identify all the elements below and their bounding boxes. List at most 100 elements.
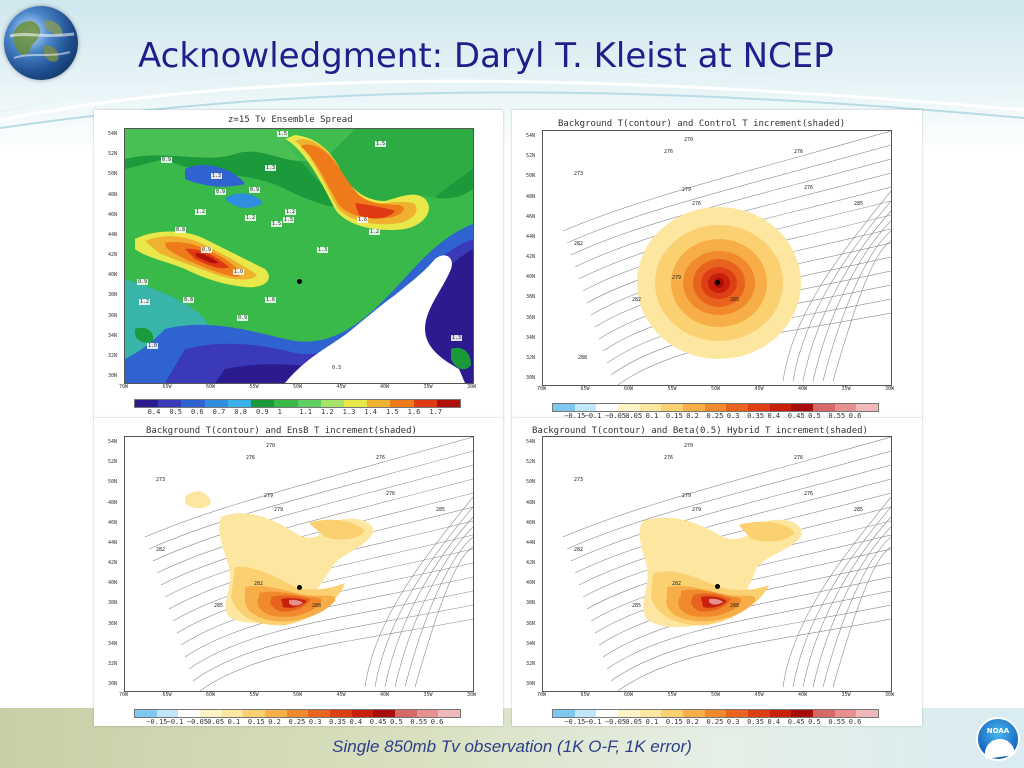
contour-line: [566, 450, 891, 550]
colorbar-swatch: [596, 710, 619, 717]
contour-label: 0.8: [183, 297, 195, 303]
colorbar-tick-label: 0.25: [706, 718, 724, 726]
contour-line: [610, 604, 891, 682]
colorbar-tick-label: 0.7: [212, 408, 226, 416]
colorbar-swatch: [413, 400, 437, 407]
contour-line: [188, 590, 473, 670]
latitude-label: 30N: [526, 375, 536, 381]
latitude-label: 36N: [526, 620, 536, 627]
contour-label: 282: [156, 547, 166, 553]
colorbar-swatch: [135, 710, 157, 717]
colorbar-swatch: [683, 404, 705, 411]
contour-label: 0.9: [249, 187, 261, 193]
increment-colorbar: [552, 709, 879, 718]
contour-label: 1.2: [195, 209, 207, 215]
map-title: Background T(contour) and Beta(0.5) Hybr…: [532, 426, 868, 436]
latitude-label: 48N: [108, 191, 118, 198]
longitude-label: 50W: [293, 692, 303, 698]
slide-caption: Single 850mb Tv observation (1K O-F, 1K …: [332, 737, 692, 756]
colorbar-tick-label: −0.05: [604, 412, 627, 420]
colorbar-tick-label: 0.8: [234, 408, 247, 416]
latitude-label: 54N: [108, 131, 118, 137]
longitude-label: 30W: [467, 384, 477, 390]
colorbar-swatch: [856, 710, 879, 717]
colorbar-swatch: [330, 710, 352, 717]
longitude-label: 45W: [754, 386, 764, 392]
colorbar-tick-label: 1.4: [364, 408, 377, 416]
contour-line: [566, 144, 891, 244]
contour-line: [394, 526, 473, 688]
longitude-label: 30W: [467, 692, 477, 698]
contour-label: 288: [578, 355, 588, 361]
colorbar-swatch: [343, 400, 368, 407]
colorbar-swatch: [373, 710, 396, 717]
contour-line: [792, 506, 891, 688]
contour-label: 1.6: [357, 217, 369, 223]
colorbar-tick-label: −0.1: [166, 718, 184, 726]
contour-label: 276: [794, 455, 804, 461]
colorbar-tick-label: 0.25: [288, 718, 306, 726]
contour-label: 282: [672, 581, 682, 587]
colorbar-swatch: [135, 400, 159, 407]
colorbar-tick-label: 0.5: [808, 718, 821, 726]
colorbar-swatch: [297, 400, 321, 407]
longitude-label: 40W: [380, 692, 390, 698]
colorbar-tick-label: 0.4: [767, 412, 781, 420]
latitude-label: 42N: [526, 560, 536, 566]
contour-label: 273: [574, 171, 584, 177]
latitude-label: 52N: [108, 459, 118, 466]
longitude-label: 40W: [798, 692, 808, 698]
increment-colorbar: [552, 403, 879, 412]
colorbar-tick-label: −0.15: [146, 718, 168, 726]
colorbar-swatch: [395, 710, 417, 717]
colorbar-tick-label: −0.15: [564, 412, 586, 420]
contour-line: [617, 618, 891, 691]
longitude-label: 45W: [754, 692, 764, 698]
latitude-label: 46N: [526, 519, 536, 526]
latitude-label: 42N: [108, 560, 118, 566]
longitude-label: 50W: [711, 386, 721, 392]
colorbar-tick-label: 0.55: [828, 412, 846, 420]
control-increment-field: [562, 131, 891, 385]
colorbar-tick-label: 0.3: [308, 718, 322, 726]
map-ensemble-spread: 1.5 1.5 0.9 1.3 1.3 0.9 0.9 1.2 1.2 1.2 1.6 1.5 1.5 1…: [124, 128, 474, 384]
latitude-label: 48N: [526, 499, 536, 506]
contour-label: 1.3: [211, 173, 223, 179]
colorbar-swatch: [243, 710, 266, 717]
latitude-label: 52N: [108, 151, 118, 158]
latitude-label: 46N: [108, 519, 118, 526]
colorbar-swatch: [769, 404, 792, 411]
colorbar-tick-label: 0.6: [848, 412, 862, 420]
colorbar-tick-label: 0.05: [625, 718, 643, 726]
colorbar-swatch: [181, 400, 205, 407]
colorbar-swatch: [574, 710, 597, 717]
observation-point: [715, 584, 720, 589]
contour-label: 276: [692, 201, 702, 207]
contour-label: 0.9: [215, 189, 227, 195]
colorbar-swatch: [553, 710, 575, 717]
contour-line: [364, 496, 473, 688]
colorbar-tick-label: 0.15: [247, 718, 265, 726]
contour-line: [148, 450, 473, 550]
colorbar-tick-label: 0.4: [349, 718, 363, 726]
latitude-label: 40N: [526, 580, 536, 587]
colorbar-tick-label: 0.35: [329, 718, 346, 726]
latitude-label: 46N: [108, 211, 118, 218]
colorbar-swatch: [704, 404, 727, 411]
observation-point: [715, 280, 720, 285]
colorbar-swatch: [769, 710, 792, 717]
contour-line: [374, 506, 473, 688]
contour-line: [812, 526, 891, 688]
longitude-label: 40W: [798, 386, 808, 392]
contour-label: 279: [682, 493, 692, 499]
colorbar-swatch: [351, 710, 374, 717]
latitude-label: 32N: [108, 352, 118, 359]
longitude-label: 60W: [624, 386, 634, 392]
latitude-label: 50N: [108, 479, 118, 486]
contour-label: 285: [730, 297, 740, 303]
colorbar-tick-label: 1.6: [407, 408, 421, 416]
colorbar-swatch: [661, 710, 684, 717]
colorbar-swatch: [856, 404, 879, 411]
colorbar-swatch: [416, 710, 439, 717]
longitude-label: 35W: [423, 384, 433, 390]
